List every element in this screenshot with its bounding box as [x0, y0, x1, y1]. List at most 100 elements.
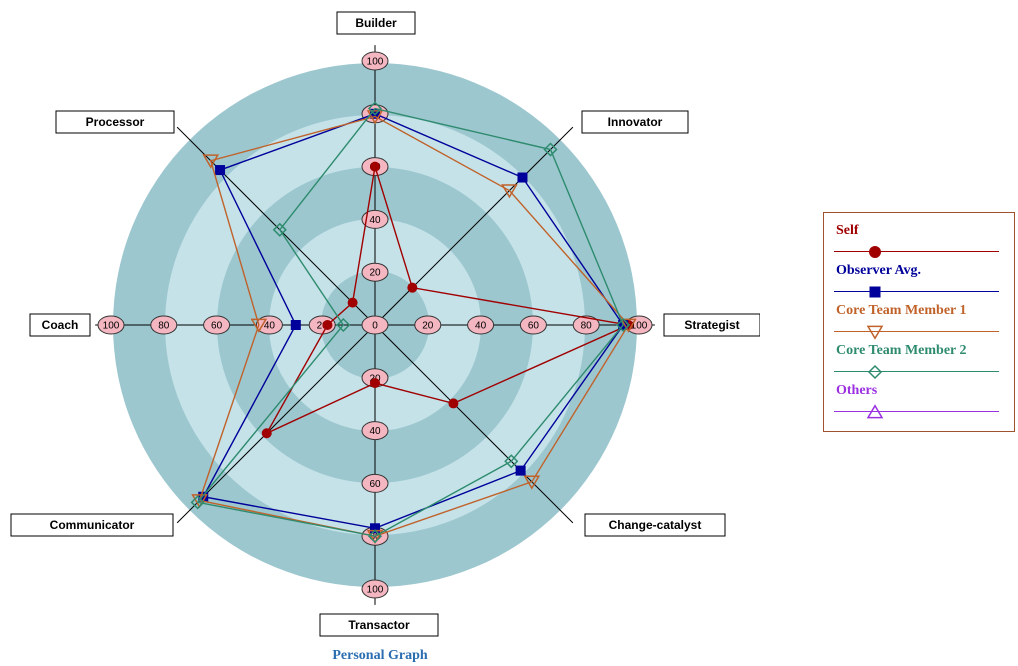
data-point [370, 378, 380, 389]
data-point [336, 317, 351, 333]
tick-labels: 0202020204040404060606060808080801001001… [97, 51, 653, 599]
data-point [322, 320, 333, 330]
axis-label-strategist: Strategist [663, 313, 760, 337]
series-line [196, 107, 624, 537]
svg-text:80: 80 [158, 321, 170, 332]
svg-text:60: 60 [211, 321, 223, 332]
svg-text:100: 100 [367, 585, 384, 596]
svg-text:80: 80 [369, 532, 381, 543]
legend-label: Others [836, 383, 878, 398]
series-core-team-member-2 [190, 101, 631, 544]
tick-label: 80 [150, 315, 178, 335]
svg-text:100: 100 [631, 321, 648, 332]
svg-text:100: 100 [367, 57, 384, 68]
legend-line [834, 291, 999, 292]
svg-text:60: 60 [369, 479, 381, 490]
svg-text:Coach: Coach [42, 318, 79, 332]
tick-label: 40 [255, 315, 283, 335]
tick-label: 60 [361, 473, 389, 493]
tick-label: 0 [361, 315, 389, 335]
data-point [198, 491, 209, 502]
svg-text:40: 40 [369, 215, 381, 226]
tick-label: 60 [519, 315, 547, 335]
data-point [523, 475, 541, 490]
legend-label: Self [836, 223, 859, 238]
data-point [367, 101, 383, 116]
legend-item: Observer Avg. [834, 263, 1004, 303]
data-point [620, 318, 637, 333]
axis-label-processor: Processor [55, 110, 175, 134]
data-point [366, 110, 384, 125]
legend-marker [866, 325, 884, 340]
svg-text:Builder: Builder [355, 16, 397, 30]
data-point [370, 161, 380, 172]
legend-marker [869, 286, 881, 298]
data-point [347, 297, 358, 308]
spoke-change-catalyst [374, 324, 574, 524]
svg-text:Strategist: Strategist [684, 318, 739, 332]
svg-text:Innovator: Innovator [608, 115, 663, 129]
data-point [448, 398, 459, 409]
data-point [517, 172, 528, 183]
data-point [515, 465, 526, 476]
tick-label: 100 [361, 51, 389, 71]
data-point [501, 184, 518, 199]
axis-label-communicator: Communicator [10, 513, 174, 537]
data-point [504, 454, 519, 469]
svg-text:60: 60 [528, 321, 540, 332]
svg-text:40: 40 [264, 321, 276, 332]
data-point [250, 318, 268, 333]
legend-marker [866, 404, 884, 419]
svg-text:100: 100 [103, 321, 120, 332]
tick-label: 40 [361, 209, 389, 229]
legend-line [834, 371, 999, 372]
axis-label-innovator: Innovator [581, 110, 689, 134]
legend-label: Observer Avg. [836, 263, 922, 278]
axis-labels: Builder Innovator Strategist Change-catalys… [10, 11, 760, 637]
tick-label: 40 [361, 421, 389, 441]
chart-title: Personal Graph [332, 648, 428, 663]
data-point [290, 320, 301, 330]
legend-item: Self [834, 223, 1004, 263]
tick-label: 20 [414, 315, 442, 335]
spoke-communicator [176, 324, 376, 524]
tick-label: 40 [467, 315, 495, 335]
spoke-innovator [374, 126, 574, 326]
data-point [407, 282, 418, 293]
radar-chart: 0202020204040404060606060808080801001001… [10, 11, 760, 637]
data-point [543, 142, 558, 157]
tick-label: 20 [361, 262, 389, 282]
axis-label-transactor: Transactor [319, 613, 439, 637]
svg-text:Change-catalyst: Change-catalyst [609, 518, 702, 532]
axis-label-change-catalyst: Change-catalyst [584, 513, 726, 537]
data-point [190, 495, 205, 510]
tick-label: 100 [97, 315, 125, 335]
axis-label-coach: Coach [29, 313, 91, 337]
legend-item: Core Team Member 1 [834, 303, 1004, 343]
svg-text:Processor: Processor [86, 115, 145, 129]
svg-text:80: 80 [581, 321, 593, 332]
legend-line [834, 251, 999, 252]
svg-text:20: 20 [317, 321, 329, 332]
data-point [370, 523, 380, 534]
legend-marker [869, 246, 881, 258]
data-point [272, 222, 287, 237]
legend-marker [867, 364, 883, 380]
tick-label: 80 [572, 315, 600, 335]
legend-label: Core Team Member 2 [836, 343, 967, 358]
data-point [616, 317, 631, 333]
spoke-processor [176, 126, 376, 326]
svg-text:0: 0 [372, 321, 378, 332]
svg-text:40: 40 [369, 426, 381, 437]
tick-label: 60 [203, 315, 231, 335]
legend: Self Observer Avg. Core Team Member 1 Core … [823, 212, 1015, 432]
data-point [202, 154, 220, 169]
svg-text:Transactor: Transactor [348, 618, 410, 632]
data-point [261, 428, 272, 439]
legend-line [834, 411, 999, 412]
legend-item: Core Team Member 2 [834, 343, 1004, 383]
svg-text:40: 40 [475, 321, 487, 332]
data-point [215, 165, 226, 176]
svg-text:20: 20 [369, 268, 381, 279]
data-point [367, 529, 383, 544]
